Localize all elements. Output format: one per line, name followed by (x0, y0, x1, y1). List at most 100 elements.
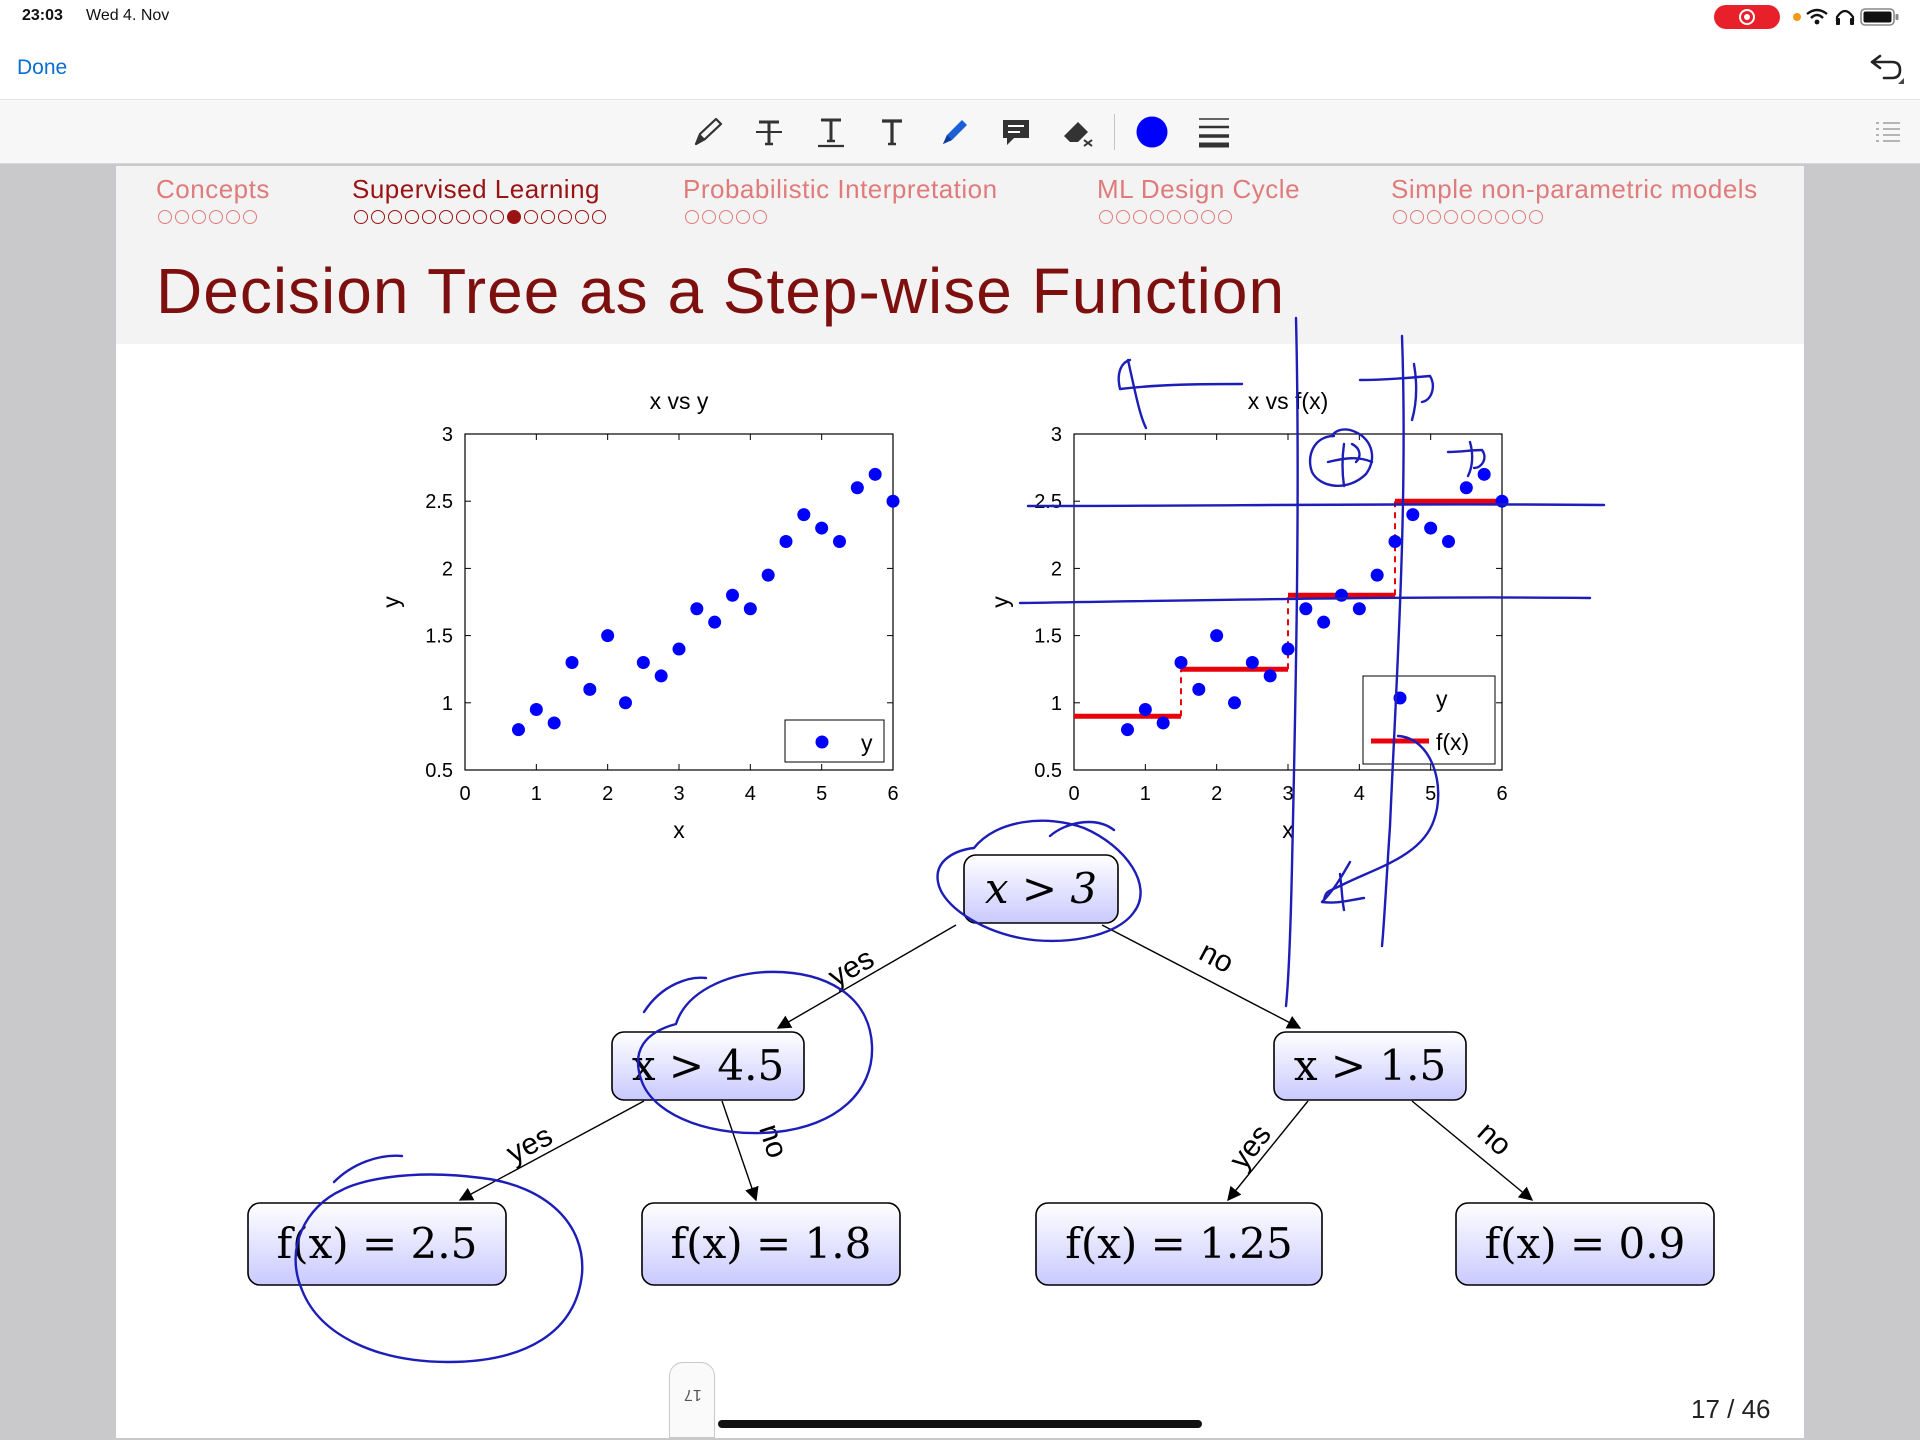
section-dot[interactable] (1427, 210, 1441, 224)
edge-root-left (776, 924, 957, 1029)
chart1-ytick-label: 1 (442, 693, 453, 715)
chart2-point (1192, 682, 1206, 696)
section-dot[interactable] (1495, 210, 1509, 224)
section-dot[interactable] (702, 210, 716, 224)
list-icon[interactable] (1874, 120, 1902, 146)
section-dot[interactable] (388, 210, 402, 224)
section-dot[interactable] (1529, 210, 1543, 224)
section-dot[interactable] (175, 210, 189, 224)
section-dot[interactable] (1116, 210, 1130, 224)
section-dot[interactable] (422, 210, 436, 224)
chart2-point (1424, 521, 1438, 535)
section-dot[interactable] (685, 210, 699, 224)
section-dots (158, 210, 270, 224)
chart2-xtick-label: 3 (1282, 783, 1293, 805)
nav-section-ml-design-cycle[interactable]: ML Design Cycle (1097, 174, 1300, 224)
nav-section-probabilistic-interpretation[interactable]: Probabilistic Interpretation (683, 174, 998, 224)
slide: Concepts Supervised Learning Probabilist… (116, 166, 1804, 1438)
section-dot[interactable] (524, 210, 538, 224)
section-dot[interactable] (719, 210, 733, 224)
chart2-point (1210, 629, 1224, 643)
section-dot[interactable] (158, 210, 172, 224)
pencil-tool[interactable] (690, 114, 726, 150)
section-dot[interactable] (1099, 210, 1113, 224)
section-dot[interactable] (736, 210, 750, 224)
section-dot[interactable] (456, 210, 470, 224)
section-label: Concepts (156, 174, 270, 204)
nav-section-simple-non-parametric-models[interactable]: Simple non-parametric models (1391, 174, 1758, 224)
section-dot[interactable] (473, 210, 487, 224)
chart2-ytick-label: 0.5 (1034, 760, 1062, 782)
underline-text-tool[interactable] (813, 114, 849, 150)
section-dot[interactable] (1201, 210, 1215, 224)
section-dot[interactable] (1167, 210, 1181, 224)
nav-section-concepts[interactable]: Concepts (156, 174, 270, 224)
section-dot-current[interactable] (507, 210, 521, 224)
section-dot[interactable] (558, 210, 572, 224)
chart1-legend-box (784, 719, 885, 763)
section-dot[interactable] (1150, 210, 1164, 224)
page-tab[interactable]: 17 (669, 1362, 715, 1438)
chart1-point (833, 535, 846, 549)
section-dot[interactable] (405, 210, 419, 224)
annotation-arrow-right (1358, 362, 1434, 422)
section-dots (1393, 210, 1758, 224)
section-dot[interactable] (1461, 210, 1475, 224)
chart1-point (708, 615, 722, 629)
nav-section-supervised-learning[interactable]: Supervised Learning (352, 174, 606, 224)
section-dot[interactable] (1133, 210, 1147, 224)
annotation-circled-symbol (1326, 442, 1374, 488)
chart1-point (868, 467, 882, 481)
color-picker[interactable] (1134, 114, 1170, 150)
chart1-point (547, 716, 561, 730)
comment-icon (1003, 120, 1029, 145)
highlighter-tool[interactable] (936, 114, 972, 150)
tree-node-right-text: x > 1.5 (1294, 1041, 1446, 1090)
color-swatch-icon (1136, 116, 1168, 148)
section-dot[interactable] (1444, 210, 1458, 224)
section-dot[interactable] (226, 210, 240, 224)
chart-x-vs-fx: x vs f(x) x y 0 1 2 3 4 5 6 0.5 1 1.5 2 2.5 3 y f(x) (987, 388, 1509, 843)
section-dot[interactable] (541, 210, 555, 224)
chart1-point (512, 723, 525, 737)
section-dot[interactable] (371, 210, 385, 224)
section-dot[interactable] (1478, 210, 1492, 224)
annotation-circle-left (636, 970, 874, 1135)
section-dot[interactable] (439, 210, 453, 224)
annotation-horizontal-line-18 (1018, 596, 1592, 605)
tree-node-right: x > 1.5 (1273, 1031, 1467, 1101)
screen-recording-icon[interactable] (1714, 5, 1780, 29)
section-dot[interactable] (243, 210, 257, 224)
text-underline-icon (818, 118, 844, 148)
strikethrough-text-tool[interactable] (751, 114, 787, 150)
chart2-xtick-label: 2 (1211, 783, 1222, 805)
chart1-point (761, 568, 775, 582)
annotation-circle-leaf (294, 1154, 584, 1364)
undo-icon[interactable] (1866, 52, 1906, 92)
chart2-xlabel: x (1282, 817, 1294, 843)
tree-leaf-lr: f(x) = 1.8 (641, 1202, 901, 1286)
section-dot[interactable] (192, 210, 206, 224)
section-dot[interactable] (354, 210, 368, 224)
line-width-tool[interactable] (1196, 114, 1232, 150)
section-dot[interactable] (1410, 210, 1424, 224)
chart2-point (1370, 568, 1384, 582)
home-indicator[interactable] (718, 1420, 1202, 1428)
annotation-vertical-line-x3 (1284, 316, 1299, 1008)
section-dot[interactable] (575, 210, 589, 224)
section-dot[interactable] (1218, 210, 1232, 224)
section-dot[interactable] (592, 210, 606, 224)
section-dot[interactable] (753, 210, 767, 224)
section-dot[interactable] (490, 210, 504, 224)
comment-tool[interactable] (998, 114, 1034, 150)
section-dot[interactable] (209, 210, 223, 224)
section-dot[interactable] (1512, 210, 1526, 224)
section-dot[interactable] (1184, 210, 1198, 224)
edge-label-yes: yes (823, 942, 880, 994)
nav-bar: Done (0, 34, 1920, 100)
section-dot[interactable] (1393, 210, 1407, 224)
done-button[interactable]: Done (17, 56, 68, 79)
eraser-tool[interactable] (1060, 114, 1096, 150)
chart2-point (1281, 642, 1295, 656)
text-tool[interactable] (874, 114, 910, 150)
